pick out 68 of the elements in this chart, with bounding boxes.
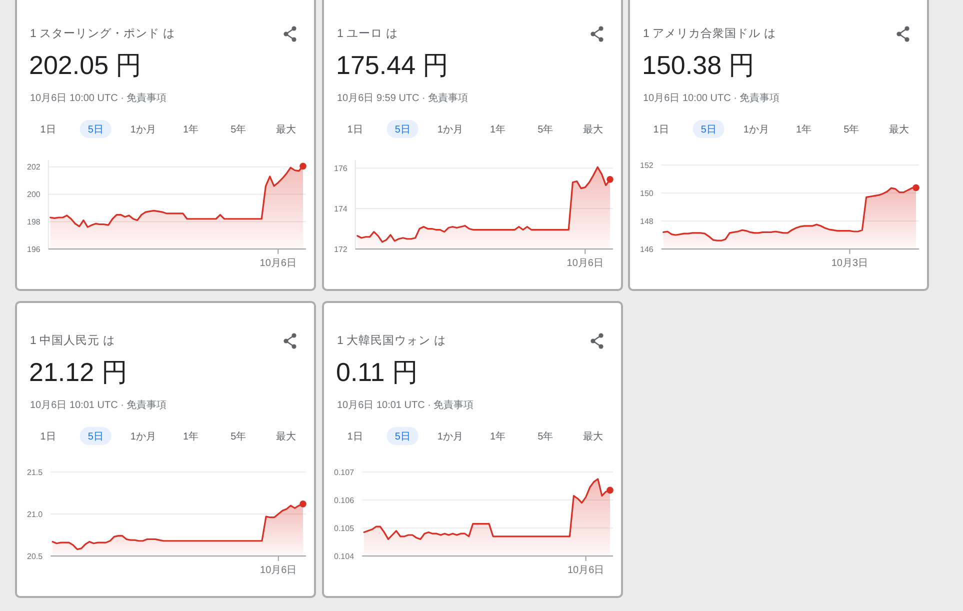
chart-subtitle: 0.11 円 <box>336 357 418 387</box>
x-tick-label: 10月6日 <box>567 565 604 576</box>
y-tick-label: 20.5 <box>27 552 44 561</box>
y-tick-label: 202 <box>27 162 41 172</box>
y-tick-label: 0.105 <box>334 524 355 533</box>
chart-subtitle: 202.05 円 <box>29 50 142 80</box>
x-tick-label: 10月6日 <box>566 258 604 269</box>
text: 5日 <box>394 432 410 442</box>
y-tick-label: 176 <box>334 164 348 173</box>
chart-subtitle: 21.12 円 <box>29 357 128 387</box>
x-tick-label: 10月6日 <box>260 565 297 576</box>
text: 1日 <box>347 432 363 442</box>
y-tick-label: 174 <box>334 204 348 214</box>
text: 5日 <box>394 124 410 136</box>
text: 5日 <box>88 432 104 442</box>
text: 最大 <box>889 124 909 136</box>
text: 10月6日 9:59 UTC · 免責事項 <box>337 92 468 104</box>
text: 1か月 <box>130 124 156 136</box>
chart-title: 1 中国人民元 は <box>30 334 115 347</box>
text: 1年 <box>490 124 506 136</box>
text: 最大 <box>583 430 603 442</box>
text: 1年 <box>490 430 506 442</box>
text: 1日 <box>347 124 363 136</box>
chart-subtitle: 150.38 円 <box>642 50 755 80</box>
y-tick-label: 198 <box>27 217 41 226</box>
text: 1年 <box>183 124 199 136</box>
text: 1年 <box>796 124 812 136</box>
text: 最大 <box>276 124 296 136</box>
text: 5日 <box>88 124 104 136</box>
text: 1年 <box>183 430 199 442</box>
text: 5年 <box>538 124 554 136</box>
text: 1日 <box>40 432 56 442</box>
y-tick-label: 0.104 <box>334 552 355 561</box>
chart-subtitle: 175.44 円 <box>336 50 449 80</box>
text: 5年 <box>230 124 246 136</box>
text: 10月6日 10:00 UTC · 免責事項 <box>643 92 780 104</box>
x-tick-label: 10月3日 <box>831 258 868 269</box>
chart-title: 1 アメリカ合衆国ドル は <box>643 27 776 40</box>
y-tick-label: 0.106 <box>334 496 355 505</box>
text: 最大 <box>276 430 296 442</box>
chart-title: 1 大韓民国ウォン は <box>337 334 446 347</box>
y-tick-label: 196 <box>27 244 41 254</box>
text: 最大 <box>583 124 603 136</box>
text: 10月6日 10:01 UTC · 免責事項 <box>30 399 167 411</box>
y-tick-label: 21.5 <box>27 468 44 477</box>
y-tick-label: 0.107 <box>334 468 355 477</box>
y-tick-label: 172 <box>334 244 348 254</box>
y-tick-label: 21.0 <box>27 510 44 519</box>
text: 1か月 <box>437 432 463 442</box>
text: 1か月 <box>743 124 769 136</box>
text: 10月6日 10:01 UTC · 免責事項 <box>337 399 474 411</box>
text: 5年 <box>538 430 554 442</box>
x-tick-label: 10月6日 <box>260 258 296 269</box>
y-tick-label: 146 <box>640 244 654 254</box>
text: 5年 <box>844 124 860 136</box>
y-tick-label: 148 <box>640 216 654 226</box>
chart-title: 1 ユーロ は <box>337 28 398 40</box>
text: 5日 <box>700 124 716 136</box>
text: 5年 <box>230 430 246 442</box>
text: 1か月 <box>130 432 156 442</box>
y-tick-label: 152 <box>640 160 654 170</box>
y-tick-label: 200 <box>27 190 41 200</box>
text: 1日 <box>40 124 56 136</box>
text: 1か月 <box>437 124 463 136</box>
text: 10月6日 10:00 UTC · 免責事項 <box>30 92 167 104</box>
text: 1日 <box>653 124 669 136</box>
y-tick-label: 150 <box>640 188 654 198</box>
chart-title: 1 スターリング・ポンド は <box>30 27 175 40</box>
